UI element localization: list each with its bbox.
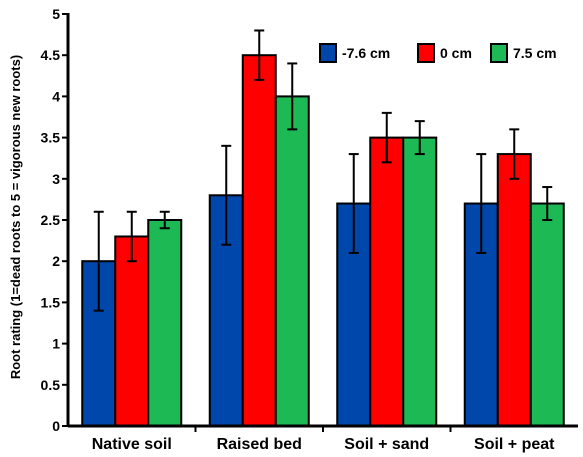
bar bbox=[274, 95, 310, 428]
y-tick-label: 4.5 bbox=[41, 47, 61, 63]
legend: -7.6 cm 0 cm 7.5 cm bbox=[319, 43, 557, 63]
x-tick-label: Soil + sand bbox=[344, 436, 429, 453]
y-tick-label: 2.5 bbox=[41, 212, 61, 228]
bar bbox=[529, 202, 565, 427]
bar bbox=[402, 136, 438, 427]
y-tick-label: 1 bbox=[52, 336, 60, 352]
legend-swatch bbox=[490, 43, 508, 63]
x-axis-labels: Native soil Raised bed Soil + sand Soil + p… bbox=[92, 436, 555, 453]
y-axis-label: Root rating (1=dead roots to 5 = vigorou… bbox=[8, 55, 23, 379]
legend-swatch bbox=[319, 43, 337, 63]
y-tick-label: 3.5 bbox=[41, 130, 61, 146]
y-tick-label: 2 bbox=[52, 253, 60, 269]
legend-swatch bbox=[417, 43, 435, 63]
x-tick-label: Native soil bbox=[92, 436, 172, 453]
error-bars bbox=[93, 29, 553, 312]
legend-label: -7.6 cm bbox=[342, 45, 390, 61]
y-tick-label: 4 bbox=[52, 88, 60, 104]
legend-label: 0 cm bbox=[440, 45, 472, 61]
bar bbox=[369, 136, 405, 427]
legend-label: 7.5 cm bbox=[513, 45, 557, 61]
bar bbox=[496, 153, 532, 428]
axes bbox=[66, 13, 578, 432]
y-tick-label: 0 bbox=[52, 418, 60, 434]
bar bbox=[241, 54, 277, 427]
x-tick-label: Raised bed bbox=[217, 436, 302, 453]
bar bbox=[147, 219, 183, 427]
bar bbox=[114, 235, 150, 427]
x-tick-label: Soil + peat bbox=[474, 436, 555, 453]
y-axis-ticks: 0 0.5 1 1.5 2 2.5 3 3.5 4 4.5 5 bbox=[41, 6, 68, 434]
y-tick-label: 3 bbox=[52, 171, 60, 187]
y-tick-label: 1.5 bbox=[41, 294, 61, 310]
bar-groups bbox=[81, 54, 565, 428]
y-tick-label: 0.5 bbox=[41, 377, 61, 393]
y-tick-label: 5 bbox=[52, 6, 60, 22]
